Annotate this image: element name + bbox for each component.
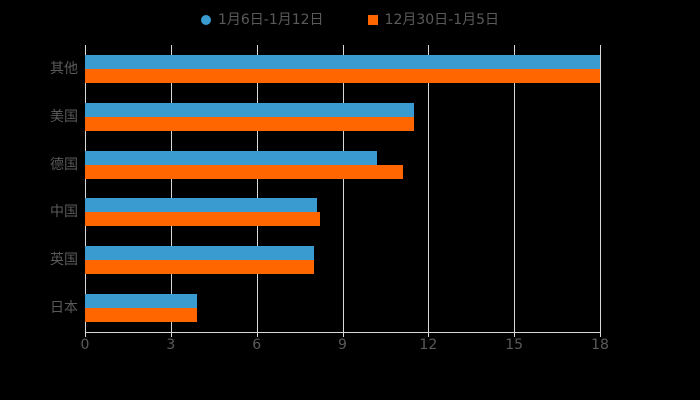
y-axis-line bbox=[85, 45, 86, 332]
x-axis-tick-label: 15 bbox=[505, 337, 524, 353]
bar-group bbox=[85, 294, 600, 323]
x-axis-tick-label: 18 bbox=[591, 337, 609, 353]
bar[interactable] bbox=[85, 246, 314, 261]
y-axis-category-label: 美国 bbox=[50, 108, 78, 125]
bar-group bbox=[85, 102, 600, 131]
bar[interactable] bbox=[85, 102, 415, 117]
bar[interactable] bbox=[85, 198, 317, 213]
x-axis-tick-label: 12 bbox=[419, 337, 438, 353]
gridline bbox=[256, 45, 258, 332]
bar-group bbox=[85, 150, 600, 179]
legend-item-label: 12月30日-1月5日 bbox=[384, 12, 500, 28]
legend-item[interactable]: 12月30日-1月5日 bbox=[367, 12, 500, 28]
x-axis-tick-label: 9 bbox=[338, 337, 347, 353]
bar[interactable] bbox=[85, 212, 320, 227]
bar[interactable] bbox=[85, 164, 403, 179]
x-axis-tick-label: 3 bbox=[166, 337, 176, 353]
y-axis-category-label: 中国 bbox=[50, 204, 78, 221]
x-axis-tick-label: 0 bbox=[80, 337, 90, 353]
bar[interactable] bbox=[85, 260, 314, 275]
x-axis-tick-mark bbox=[600, 332, 601, 337]
bar[interactable] bbox=[85, 150, 377, 165]
legend-item[interactable]: 1月6日-1月12日 bbox=[200, 12, 324, 28]
bar[interactable] bbox=[85, 294, 197, 309]
y-axis-category-label: 其他 bbox=[50, 60, 78, 77]
y-axis-category-label: 英国 bbox=[50, 252, 78, 269]
y-axis-category-label: 日本 bbox=[50, 300, 78, 317]
chart-legend: 1月6日-1月12日 12月30日-1月5日 bbox=[0, 8, 700, 32]
x-axis-tick-mark bbox=[256, 332, 258, 337]
gridline bbox=[600, 45, 601, 332]
x-axis-tick-mark bbox=[170, 332, 172, 337]
x-axis-tick-label: 6 bbox=[252, 337, 262, 353]
x-axis-tick-mark bbox=[514, 332, 516, 337]
gridline bbox=[428, 45, 430, 332]
bar-group bbox=[85, 54, 600, 83]
legend-item-label: 1月6日-1月12日 bbox=[217, 12, 324, 28]
legend-circle-icon bbox=[200, 15, 211, 25]
y-axis-category-label: 德国 bbox=[50, 156, 78, 173]
y-axis-category-labels: 日本 英国 中国 德国 美国 其他 bbox=[4, 45, 78, 332]
bar[interactable] bbox=[85, 68, 600, 83]
bar-group bbox=[85, 246, 600, 275]
x-axis-tick-mark bbox=[428, 332, 430, 337]
bar[interactable] bbox=[85, 54, 600, 69]
x-axis-tick-mark bbox=[342, 332, 344, 337]
gridline bbox=[514, 45, 516, 332]
bar-group bbox=[85, 198, 600, 227]
x-axis-tick-mark bbox=[85, 332, 86, 337]
gridline bbox=[342, 45, 344, 332]
bar[interactable] bbox=[85, 308, 197, 323]
plot-area bbox=[85, 45, 601, 332]
legend-square-icon bbox=[367, 15, 378, 25]
bar[interactable] bbox=[85, 116, 415, 131]
gridline bbox=[170, 45, 172, 332]
